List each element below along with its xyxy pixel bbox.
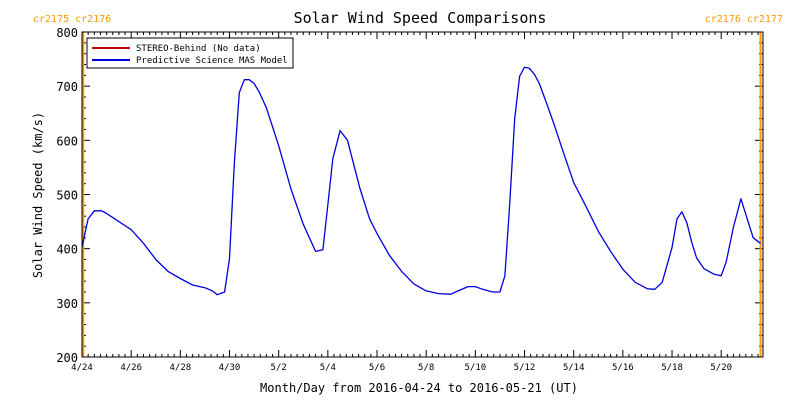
y-tick-label: 600 xyxy=(56,134,78,148)
x-tick-label: 4/26 xyxy=(120,363,142,373)
x-axis-label: Month/Day from 2016-04-24 to 2016-05-21 … xyxy=(260,381,578,395)
x-tick-label: 4/24 xyxy=(71,363,93,373)
legend-label: Predictive Science MAS Model xyxy=(136,56,288,66)
chart-title: Solar Wind Speed Comparisons xyxy=(294,9,547,27)
x-tick-label: 5/6 xyxy=(369,363,385,373)
y-tick-label: 300 xyxy=(56,297,78,311)
y-tick-label: 700 xyxy=(56,80,78,94)
x-tick-label: 5/20 xyxy=(710,363,732,373)
y-tick-label: 500 xyxy=(56,189,78,203)
x-tick-label: 4/30 xyxy=(219,363,241,373)
x-tick-label: 5/18 xyxy=(661,363,683,373)
y-tick-label: 800 xyxy=(56,26,78,40)
x-tick-label: 5/4 xyxy=(320,363,336,373)
legend-label: STEREO-Behind (No data) xyxy=(136,44,261,54)
legend-box xyxy=(86,37,294,69)
y-tick-label: 200 xyxy=(56,351,78,365)
y-tick-label: 400 xyxy=(56,243,78,257)
axes-layer: 200 300 400 500 600 700 800 4/24 4/26 4/28 4/30 5/2… xyxy=(56,26,763,373)
x-tick-label: 5/16 xyxy=(612,363,634,373)
carrington-marker-label: cr2176 cr2177 xyxy=(705,14,783,25)
y-axis-label: Solar Wind Speed (km/s) xyxy=(31,112,45,278)
x-tick-label: 5/10 xyxy=(465,363,487,373)
series-line-mas-model xyxy=(81,66,761,296)
series-layer xyxy=(81,66,761,296)
carrington-markers: cr2175 cr2176 cr2176 cr2177 xyxy=(33,14,783,357)
carrington-marker-label: cr2175 cr2176 xyxy=(33,14,111,25)
x-tick-label: 5/12 xyxy=(514,363,536,373)
x-tick-label: 5/14 xyxy=(563,363,585,373)
plot-frame xyxy=(81,31,764,358)
legend: STEREO-Behind (No data) Predictive Scienc… xyxy=(86,37,294,69)
x-tick-label: 4/28 xyxy=(169,363,191,373)
x-tick-label: 5/2 xyxy=(271,363,287,373)
x-tick-label: 5/8 xyxy=(418,363,434,373)
